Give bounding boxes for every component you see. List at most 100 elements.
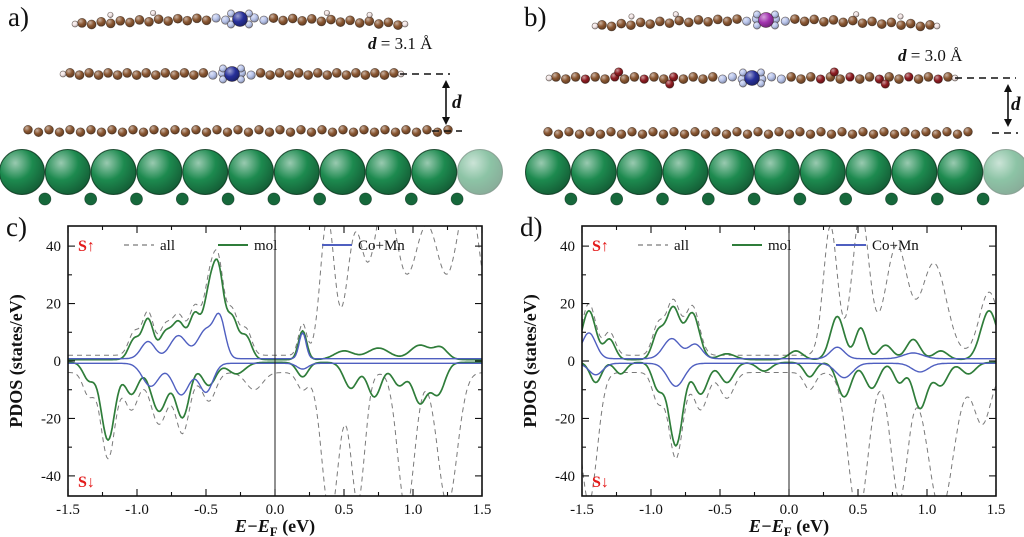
substrate-sublayer-atom	[38, 192, 52, 206]
substrate-atom	[754, 149, 800, 195]
metal-surface-a	[0, 149, 503, 206]
substrate-atom	[319, 149, 366, 195]
substrate-atom	[273, 149, 320, 195]
x-tick-label: 1.5	[987, 502, 1006, 518]
substrate-sublayer-atom	[130, 192, 143, 206]
x-tick-label: -0.5	[708, 502, 732, 518]
substrate-atom	[182, 149, 229, 195]
metal-surface-b	[525, 149, 1024, 206]
substrate-sublayer-atom	[610, 192, 624, 206]
panel-label-a: a)	[8, 2, 29, 32]
substrate-sublayer-atom	[175, 192, 189, 206]
distance-annotation-b: d = 3.0 Å	[898, 46, 962, 66]
metal-center-atom	[232, 11, 248, 27]
substrate-sublayer-atom	[747, 192, 761, 206]
distance-annotation-a: d = 3.1 Å	[368, 34, 432, 54]
substrate-atom	[616, 149, 663, 195]
graphene-layer-a	[23, 125, 453, 137]
panel-label-d: d)	[520, 212, 543, 242]
distance-symbol-a: d	[368, 34, 377, 53]
series-all-spin-up	[582, 226, 996, 356]
substrate-sublayer-atom	[976, 192, 990, 206]
tick-labels: -1.5 -1.0 -0.5 0.0 0.5 1.0 1.5 40 20 0 -20 -40	[41, 239, 491, 518]
substrate-atom	[799, 149, 846, 195]
x-tick-label: -1.0	[125, 502, 149, 518]
substrate-atom	[570, 149, 617, 195]
x-tick-label: 1.0	[918, 502, 937, 518]
distance-arrow-label-a: d	[452, 92, 462, 113]
spin-down-label: S↓	[592, 474, 609, 491]
distance-arrow	[1004, 84, 1012, 127]
substrate-sublayer-atom	[930, 192, 944, 206]
substrate-atom	[845, 149, 892, 195]
substrate-atom	[228, 149, 274, 195]
y-tick-label: 20	[46, 297, 61, 313]
y-tick-label: 40	[46, 239, 61, 255]
substrate-atom	[90, 149, 137, 195]
distance-value-a: = 3.1 Å	[380, 34, 433, 53]
substrate-sublayer-atom	[839, 192, 853, 206]
legend-label-mol: mol	[768, 238, 791, 254]
substrate-atom	[937, 149, 984, 195]
molecule-middle-b	[545, 67, 959, 89]
y-axis-label: PDOS (states/eV)	[520, 294, 541, 427]
distance-arrow-label-b: d	[1011, 94, 1021, 115]
y-tick-label: -40	[41, 469, 61, 485]
y-axis-label: PDOS (states/eV)	[6, 294, 27, 427]
x-tick-label: 0.5	[335, 502, 354, 518]
legend-label-all: all	[160, 238, 175, 254]
molecular-structures-graphic	[0, 9, 1024, 206]
axis-ticks	[581, 226, 997, 496]
x-tick-label: 0.0	[780, 502, 799, 518]
substrate-atom	[708, 149, 755, 195]
substrate-sublayer-atom	[564, 192, 578, 206]
x-tick-label: 1.0	[404, 502, 423, 518]
substrate-atom	[411, 149, 458, 195]
y-tick-label: -20	[41, 411, 61, 427]
series-all-spin-down	[68, 372, 482, 496]
substrate-atom	[457, 149, 503, 195]
legend-label-mol: mol	[254, 238, 277, 254]
y-tick-label: -20	[555, 411, 575, 427]
distance-value-b: = 3.0 Å	[910, 46, 963, 65]
pdos-plot-c: -1.5 -1.0 -0.5 0.0 0.5 1.0 1.5 40 20 0 -20 -40 E−EF …	[6, 225, 491, 537]
metal-center-atom	[758, 12, 774, 28]
y-tick-label: 40	[560, 239, 575, 255]
spin-down-label: S↓	[78, 474, 95, 491]
substrate-sublayer-atom	[313, 192, 327, 206]
graphene-layer-b	[543, 127, 973, 139]
x-tick-label: -1.5	[56, 502, 80, 518]
substrate-sublayer-atom	[656, 192, 669, 206]
x-tick-label: 1.5	[473, 502, 492, 518]
distance-arrow	[442, 80, 450, 125]
substrate-sublayer-atom	[793, 192, 807, 206]
tick-labels: -1.5 -1.0 -0.5 0.0 0.5 1.0 1.5 40 20 0 -20 -40	[555, 239, 1005, 518]
panel-a-structure	[0, 9, 503, 206]
substrate-sublayer-atom	[450, 192, 464, 206]
axis-ticks	[67, 226, 483, 496]
substrate-atom	[44, 149, 91, 195]
x-tick-label: -0.5	[194, 502, 218, 518]
substrate-atom	[662, 149, 709, 195]
molecule-middle-a	[59, 64, 405, 84]
legend-label-all: all	[674, 238, 689, 254]
y-tick-label: 20	[560, 297, 575, 313]
x-tick-label: -1.5	[570, 502, 594, 518]
metal-center-atom	[744, 70, 760, 86]
distance-symbol-b: d	[898, 46, 907, 65]
y-tick-label: 0	[54, 354, 62, 370]
substrate-atom	[136, 149, 183, 195]
x-tick-label: 0.5	[849, 502, 868, 518]
substrate-atom	[891, 149, 938, 195]
x-axis-label: E−EF (eV)	[234, 516, 315, 537]
panel-label-b: b)	[524, 2, 547, 32]
substrate-sublayer-atom	[404, 192, 418, 206]
substrate-sublayer-atom	[701, 192, 715, 206]
substrate-atom	[983, 149, 1024, 195]
substrate-sublayer-atom	[84, 192, 98, 206]
substrate-atom	[0, 149, 45, 195]
metal-center-atom	[224, 66, 240, 82]
panel-b-structure	[525, 10, 1024, 206]
legend-label-Co+Mn: Co+Mn	[872, 238, 919, 254]
